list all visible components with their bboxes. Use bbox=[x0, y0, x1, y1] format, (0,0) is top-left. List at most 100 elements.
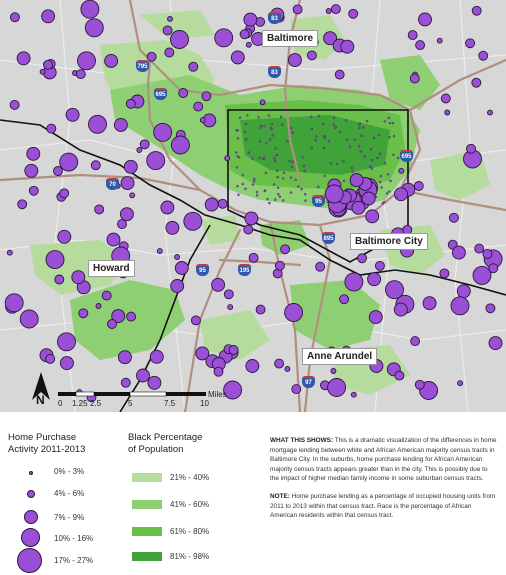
legend-purchase-title: Home Purchase bbox=[8, 432, 77, 443]
tract-circle bbox=[456, 284, 471, 299]
tract-circle bbox=[106, 232, 121, 247]
tract-circle bbox=[351, 170, 354, 173]
tract-circle bbox=[269, 126, 273, 130]
tract-circle bbox=[388, 190, 391, 193]
tract-circle bbox=[90, 160, 101, 171]
tract-circle bbox=[45, 353, 56, 364]
what-text: This is a dramatic visualization of the … bbox=[270, 437, 497, 483]
tract-circle bbox=[485, 303, 496, 314]
tract-circle bbox=[284, 365, 291, 372]
tract-circle bbox=[104, 53, 119, 68]
tract-circle bbox=[275, 153, 279, 157]
tract-circle bbox=[17, 199, 28, 210]
tract-circle bbox=[327, 378, 347, 397]
tract-circle bbox=[271, 134, 275, 137]
tract-circle bbox=[488, 263, 499, 274]
tract-circle bbox=[345, 119, 348, 122]
tract-circle bbox=[267, 114, 271, 117]
tract-circle bbox=[146, 51, 157, 62]
tract-circle bbox=[392, 134, 396, 138]
tract-circle bbox=[314, 138, 317, 142]
tract-circle bbox=[263, 189, 266, 193]
tract-circle bbox=[361, 191, 376, 206]
tract-circle bbox=[264, 171, 268, 175]
tract-circle bbox=[302, 164, 306, 168]
tract-circle bbox=[409, 73, 420, 84]
tract-circle bbox=[301, 156, 304, 159]
tract-circle bbox=[276, 175, 279, 179]
tract-circle bbox=[277, 192, 280, 196]
highway-shield-83-south: 83 bbox=[268, 66, 281, 78]
tract-circle bbox=[482, 248, 493, 259]
tract-circle bbox=[227, 304, 234, 311]
tract-circle bbox=[253, 177, 256, 181]
tract-circle bbox=[247, 151, 251, 154]
scale-tick: 7.5 bbox=[164, 399, 176, 408]
tract-circle bbox=[317, 185, 320, 189]
tract-circle bbox=[339, 294, 350, 305]
tract-circle bbox=[71, 270, 86, 285]
tract-circle bbox=[244, 138, 248, 141]
tract-circle bbox=[278, 195, 282, 198]
tract-circle bbox=[255, 190, 259, 194]
legend-circle-l bbox=[21, 528, 40, 547]
tract-circle bbox=[451, 245, 466, 260]
legend-purchase-class: 0% - 3% bbox=[54, 467, 85, 476]
tract-circle bbox=[276, 169, 279, 173]
legend-circle-s bbox=[27, 490, 35, 498]
tract-circle bbox=[373, 136, 376, 139]
tract-circle bbox=[243, 12, 258, 27]
tract-circle bbox=[332, 123, 335, 126]
tract-circle bbox=[369, 165, 372, 168]
tract-circle bbox=[178, 88, 189, 98]
tract-circle bbox=[378, 152, 382, 155]
tract-circle bbox=[162, 25, 173, 36]
tract-circle bbox=[414, 379, 425, 390]
tract-circle bbox=[289, 176, 293, 179]
tract-circle bbox=[16, 51, 31, 66]
tract-circle bbox=[263, 124, 266, 128]
scale-unit: Miles bbox=[208, 390, 227, 399]
tract-circle bbox=[368, 310, 383, 325]
lending-map bbox=[0, 0, 506, 412]
tract-circle bbox=[370, 167, 373, 170]
tract-circle bbox=[365, 209, 380, 224]
note-heading: NOTE: bbox=[270, 492, 290, 500]
place-label-howard: Howard bbox=[88, 260, 135, 277]
tract-circle bbox=[6, 249, 13, 256]
tract-circle bbox=[279, 115, 283, 119]
tract-circle bbox=[284, 303, 304, 322]
tract-circle bbox=[236, 155, 239, 158]
tract-circle bbox=[350, 166, 353, 170]
scale-tick: 2.5 bbox=[90, 399, 102, 408]
tract-circle bbox=[201, 91, 212, 102]
tract-circle bbox=[170, 135, 190, 155]
tract-circle bbox=[9, 99, 20, 110]
tract-circle bbox=[369, 148, 373, 151]
tract-circle bbox=[136, 368, 150, 383]
tract-circle bbox=[292, 4, 303, 15]
tract-circle bbox=[353, 138, 356, 141]
tract-circle bbox=[251, 183, 255, 186]
tract-circle bbox=[338, 130, 341, 134]
tract-circle bbox=[257, 116, 260, 119]
tract-circle bbox=[259, 126, 262, 129]
highway-shield-795: 795 bbox=[136, 60, 149, 72]
tract-circle bbox=[237, 193, 240, 197]
legend-purchase-class: 4% - 6% bbox=[54, 489, 85, 498]
tract-circle bbox=[65, 107, 80, 122]
tract-circle bbox=[303, 169, 306, 173]
tract-circle bbox=[383, 120, 386, 123]
tract-circle bbox=[19, 309, 39, 329]
legend-swatch bbox=[132, 527, 162, 536]
tract-circle bbox=[75, 69, 86, 80]
tract-circle bbox=[243, 224, 254, 235]
tract-circle bbox=[59, 356, 74, 371]
tract-circle bbox=[395, 196, 398, 199]
tract-circle bbox=[119, 207, 134, 222]
tract-circle bbox=[46, 123, 57, 134]
tract-circle bbox=[358, 123, 361, 126]
tract-circle bbox=[183, 211, 203, 231]
tract-circle bbox=[147, 375, 162, 390]
tract-circle bbox=[360, 134, 363, 138]
